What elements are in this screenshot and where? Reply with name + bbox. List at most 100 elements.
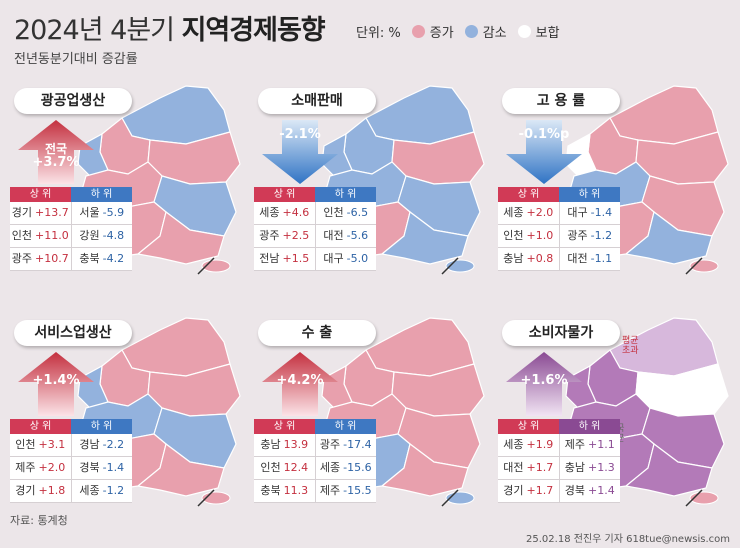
map-region xyxy=(365,317,475,377)
bottom-cell: 제주 +1.1 xyxy=(560,434,621,456)
arrow-shape xyxy=(262,352,338,416)
panel-title: 소매판매 xyxy=(258,88,376,114)
bottom-region: 충북 xyxy=(79,252,100,265)
map-label-line: 평균 xyxy=(676,386,693,396)
legend-dot-increase xyxy=(411,25,425,38)
bottom-region: 서울 xyxy=(79,206,100,219)
bottom-cell: 광주 -1.2 xyxy=(560,225,621,247)
bottom-cell: 대구 -5.0 xyxy=(316,248,377,270)
bottom-value: -5.0 xyxy=(346,252,369,265)
bottom-value: -6.5 xyxy=(346,206,369,219)
jeju-separator xyxy=(685,257,703,275)
bottom-region: 광주 xyxy=(567,229,588,242)
map-label-line: 미만 xyxy=(676,396,693,406)
national-change: +4.2% xyxy=(276,373,324,388)
bottom-region: 대전 xyxy=(323,229,344,242)
top-cell: 대전 +1.7 xyxy=(498,457,560,479)
arrow-shape xyxy=(18,120,94,184)
top-cell: 제주 +2.0 xyxy=(10,457,72,479)
arrow-up-icon xyxy=(18,352,94,416)
map-region xyxy=(365,85,475,145)
top-value: 13.9 xyxy=(283,438,309,451)
legend-dot-neutral xyxy=(517,25,531,38)
top-value: +1.9 xyxy=(526,438,554,451)
top-cell: 충남 +0.8 xyxy=(498,248,560,270)
top-region: 경기 xyxy=(11,206,33,219)
legend: 단위: % 증가 감소 보합 xyxy=(356,22,560,41)
national-value: -2.1% xyxy=(260,128,340,142)
top-value: +11.0 xyxy=(35,229,69,242)
jeju-separator xyxy=(197,489,215,507)
bottom-region: 세종 xyxy=(79,484,100,497)
top-value: +1.7 xyxy=(526,484,554,497)
table-row: 제주 +2.0 경북 -1.4 xyxy=(10,457,132,480)
bottom-region: 세종 xyxy=(319,461,341,474)
bottom-region: 충남 xyxy=(564,461,586,474)
bottom-region: 경북 xyxy=(564,484,586,497)
top-cell: 인천 12.4 xyxy=(254,457,316,479)
top-value: 11.3 xyxy=(283,484,309,497)
bottom-region: 대구 xyxy=(323,252,344,265)
bottom-region: 강원 xyxy=(79,229,100,242)
top-region: 전남 xyxy=(259,252,280,265)
table-row: 인천 +1.0 광주 -1.2 xyxy=(498,225,620,248)
map-label: 평균 미만 xyxy=(676,386,693,406)
panel-title: 소비자물가 xyxy=(502,320,620,346)
national-value: 전국 +3.7% xyxy=(16,142,96,170)
table-row: 인천 12.4 세종 -15.6 xyxy=(254,457,376,480)
legend-label-neutral: 보합 xyxy=(535,26,560,41)
legend-label-increase: 증가 xyxy=(429,26,454,41)
bottom-region: 인천 xyxy=(323,206,344,219)
table-row: 경기 +1.7 경북 +1.4 xyxy=(498,480,620,503)
top-cell: 충북 11.3 xyxy=(254,480,316,502)
bottom-value: -1.2 xyxy=(590,229,613,242)
jeju-separator xyxy=(197,257,215,275)
national-change: +3.7% xyxy=(32,155,80,170)
bottom-region: 제주 xyxy=(319,484,341,497)
bottom-region: 광주 xyxy=(319,438,341,451)
national-change: -2.1% xyxy=(279,127,321,142)
bottom-cell: 세종 -15.6 xyxy=(316,457,377,479)
top-header: 상 위 xyxy=(254,187,315,202)
top-region: 광주 xyxy=(11,252,33,265)
bottom-header: 하 위 xyxy=(71,419,132,434)
bottom-cell: 충북 -4.2 xyxy=(72,248,133,270)
bottom-cell: 대전 -1.1 xyxy=(560,248,621,270)
bottom-cell: 서울 -5.9 xyxy=(72,202,133,224)
national-value: -0.1%p xyxy=(504,128,584,142)
bottom-cell: 충남 +1.3 xyxy=(560,457,621,479)
table-row: 경기 +13.7 서울 -5.9 xyxy=(10,202,132,225)
arrow-shape xyxy=(18,352,94,416)
bottom-value: -5.9 xyxy=(102,206,125,219)
national-change: +1.4% xyxy=(32,373,80,388)
map-label-line: 초과 xyxy=(622,346,639,356)
bottom-cell: 경북 +1.4 xyxy=(560,480,621,502)
bottom-header: 하 위 xyxy=(71,187,132,202)
top-region: 경기 xyxy=(503,484,524,497)
source: 자료: 통계청 xyxy=(10,514,68,527)
arrow-up-icon xyxy=(506,352,582,416)
top-region: 광주 xyxy=(259,229,280,242)
top-cell: 경기 +1.7 xyxy=(498,480,560,502)
panel-title: 수 출 xyxy=(258,320,376,346)
korea-map xyxy=(77,317,241,507)
top-cell: 경기 +1.8 xyxy=(10,480,72,502)
bottom-cell: 강원 -4.8 xyxy=(72,225,133,247)
arrow-down-icon xyxy=(262,120,338,184)
bottom-value: +1.1 xyxy=(588,438,615,451)
table-row: 전남 +1.5 대구 -5.0 xyxy=(254,248,376,271)
bottom-header: 하 위 xyxy=(559,187,620,202)
bottom-value: -1.4 xyxy=(102,461,125,474)
top-cell: 전남 +1.5 xyxy=(254,248,316,270)
map-region xyxy=(380,442,469,497)
panel-title: 서비스업생산 xyxy=(14,320,132,346)
